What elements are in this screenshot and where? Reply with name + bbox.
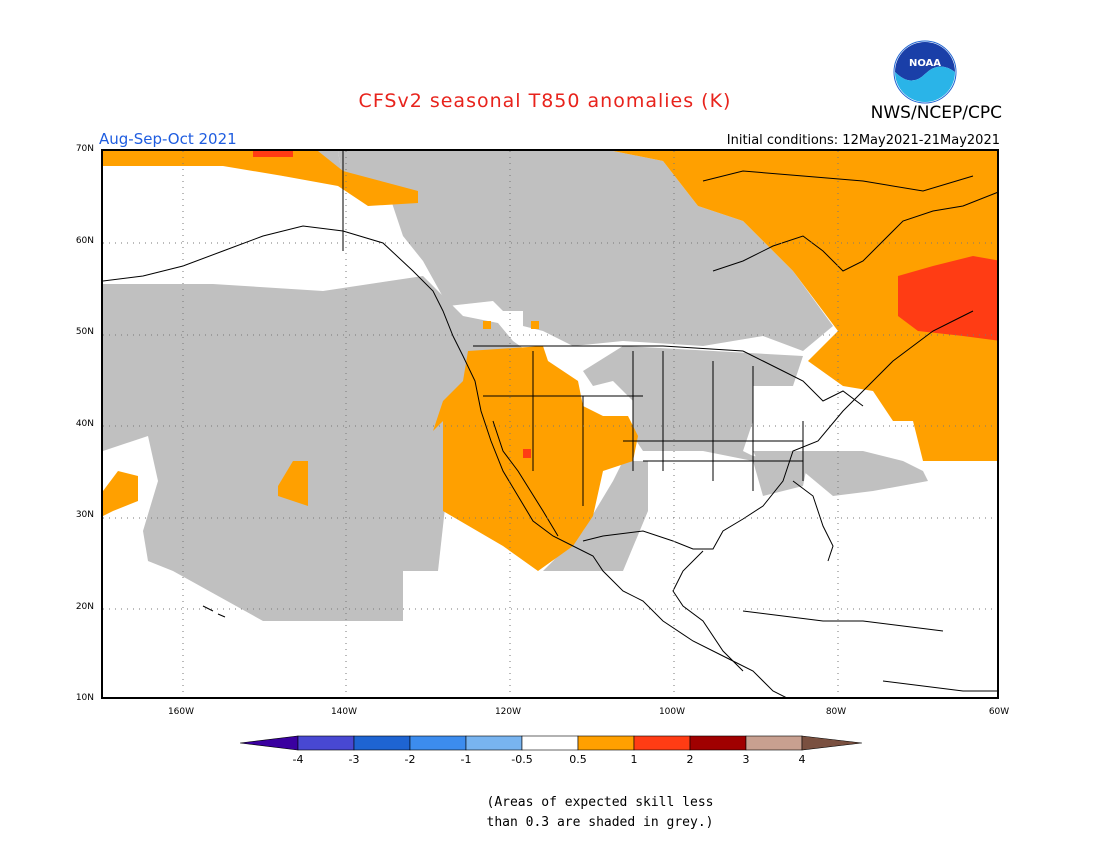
warm-anomaly-regions [103,151,997,571]
lon-label-140w: 140W [330,707,358,717]
strong-warm-regions [253,151,997,458]
lat-label-50n: 50N [75,327,94,337]
initial-conditions-label: Initial conditions: 12May2021-21May2021 [726,133,1000,148]
colorbar-cell [353,735,411,751]
colorbar-tick-label: -3 [348,753,360,766]
colorbar-cell [521,735,579,751]
footnote-line-2: than 0.3 are shaded in grey.) [486,815,714,830]
lat-label-10n: 10N [75,693,94,703]
agency-label: NWS/NCEP/CPC [870,103,1002,123]
colorbar-cell [745,735,803,751]
lat-label-70n: 70N [75,144,94,154]
colorbar-cell [297,735,355,751]
coastlines [103,151,997,697]
lat-label-30n: 30N [75,510,94,520]
colorbar-tick-label: 1 [630,753,638,766]
colorbar-cell [577,735,635,751]
colorbar-cell [689,735,747,751]
colorbar-tick-label: 4 [798,753,806,766]
map-canvas [103,151,997,697]
footnote: (Areas of expected skill less than 0.3 a… [420,793,780,833]
noaa-logo: NOAA [893,40,957,104]
map-title: CFSv2 seasonal T850 anomalies (K) [358,90,732,112]
noaa-logo-text: NOAA [909,58,941,69]
colorbar-tick-label: -1 [460,753,472,766]
colorbar-cell [633,735,691,751]
lat-label-40n: 40N [75,419,94,429]
colorbar-tick-label: 2 [686,753,694,766]
colorbar-tick-label: -4 [292,753,304,766]
colorbar-tick-label: 3 [742,753,750,766]
lon-label-100w: 100W [658,707,686,717]
colorbar-left-arrow [240,735,299,751]
colorbar-cell [465,735,523,751]
colorbar-right-arrow [801,735,862,751]
colorbar-cell [409,735,467,751]
footnote-line-1: (Areas of expected skill less [486,795,714,810]
lon-label-160w: 160W [167,707,195,717]
colorbar-tick-label: 0.5 [569,753,587,766]
anomaly-map [101,149,999,699]
colorbar-tick-label: -2 [404,753,416,766]
lon-label-60w: 60W [988,707,1010,717]
colorbar-tick-label: -0.5 [511,753,533,766]
lon-label-80w: 80W [825,707,847,717]
lon-label-120w: 120W [494,707,522,717]
season-label: Aug-Sep-Oct 2021 [99,130,237,148]
lat-label-60n: 60N [75,236,94,246]
colorbar [240,735,862,751]
lat-label-20n: 20N [75,602,94,612]
